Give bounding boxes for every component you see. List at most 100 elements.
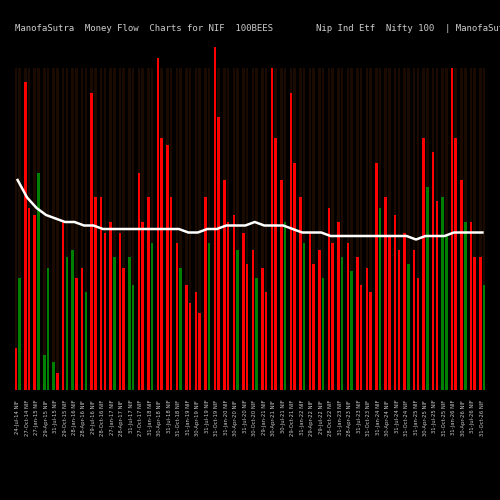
Bar (227, 222, 230, 390)
Bar (356, 257, 358, 390)
Bar (242, 232, 244, 390)
Bar (284, 68, 286, 390)
Bar (280, 180, 282, 390)
Bar (432, 152, 434, 390)
Bar (483, 285, 486, 390)
Bar (100, 68, 102, 390)
Bar (198, 68, 201, 390)
Bar (204, 198, 207, 390)
Bar (52, 362, 55, 390)
Bar (360, 68, 362, 390)
Bar (445, 68, 448, 390)
Bar (75, 278, 78, 390)
Bar (246, 68, 248, 390)
Bar (312, 68, 314, 390)
Bar (104, 232, 106, 390)
Bar (122, 268, 125, 390)
Bar (261, 268, 264, 390)
Bar (378, 208, 381, 390)
Bar (43, 355, 46, 390)
Bar (413, 68, 416, 390)
Bar (369, 292, 372, 390)
Bar (151, 68, 154, 390)
Bar (318, 250, 320, 390)
Bar (198, 313, 201, 390)
Bar (322, 278, 324, 390)
Bar (119, 68, 122, 390)
Bar (337, 222, 340, 390)
Bar (218, 117, 220, 390)
Bar (293, 68, 296, 390)
Bar (454, 138, 457, 390)
Bar (480, 257, 482, 390)
Bar (195, 68, 198, 390)
Bar (407, 68, 410, 390)
Bar (176, 243, 178, 390)
Text: ManofaSutra  Money Flow  Charts for NIF  100BEES        Nip Ind Etf  Nifty 100  : ManofaSutra Money Flow Charts for NIF 10… (15, 24, 500, 33)
Bar (416, 278, 419, 390)
Bar (350, 271, 352, 390)
Bar (426, 68, 428, 390)
Bar (186, 285, 188, 390)
Bar (384, 198, 387, 390)
Bar (24, 82, 26, 390)
Bar (142, 222, 144, 390)
Bar (132, 68, 134, 390)
Bar (474, 68, 476, 390)
Bar (436, 68, 438, 390)
Bar (113, 257, 116, 390)
Bar (24, 68, 26, 390)
Bar (256, 68, 258, 390)
Bar (186, 68, 188, 390)
Bar (328, 208, 330, 390)
Bar (218, 68, 220, 390)
Bar (214, 47, 216, 390)
Bar (252, 68, 254, 390)
Bar (331, 68, 334, 390)
Bar (284, 222, 286, 390)
Bar (18, 68, 21, 390)
Bar (480, 68, 482, 390)
Bar (265, 292, 268, 390)
Bar (378, 68, 381, 390)
Bar (280, 68, 282, 390)
Bar (166, 145, 169, 390)
Bar (208, 68, 210, 390)
Bar (166, 68, 169, 390)
Bar (43, 68, 46, 390)
Bar (189, 68, 192, 390)
Bar (160, 138, 163, 390)
Bar (366, 68, 368, 390)
Bar (246, 264, 248, 390)
Bar (398, 250, 400, 390)
Bar (170, 198, 172, 390)
Bar (170, 68, 172, 390)
Bar (404, 68, 406, 390)
Bar (422, 138, 425, 390)
Bar (290, 68, 292, 390)
Bar (346, 68, 349, 390)
Bar (270, 68, 273, 390)
Bar (356, 68, 358, 390)
Bar (369, 68, 372, 390)
Bar (256, 278, 258, 390)
Bar (265, 68, 268, 390)
Bar (318, 68, 320, 390)
Bar (436, 201, 438, 390)
Bar (208, 243, 210, 390)
Bar (223, 180, 226, 390)
Bar (432, 68, 434, 390)
Bar (293, 162, 296, 390)
Bar (394, 215, 396, 390)
Bar (464, 68, 466, 390)
Bar (398, 68, 400, 390)
Bar (413, 250, 416, 390)
Bar (37, 68, 40, 390)
Bar (34, 68, 36, 390)
Bar (110, 68, 112, 390)
Bar (322, 68, 324, 390)
Bar (128, 257, 131, 390)
Bar (14, 68, 17, 390)
Bar (384, 68, 387, 390)
Bar (195, 292, 198, 390)
